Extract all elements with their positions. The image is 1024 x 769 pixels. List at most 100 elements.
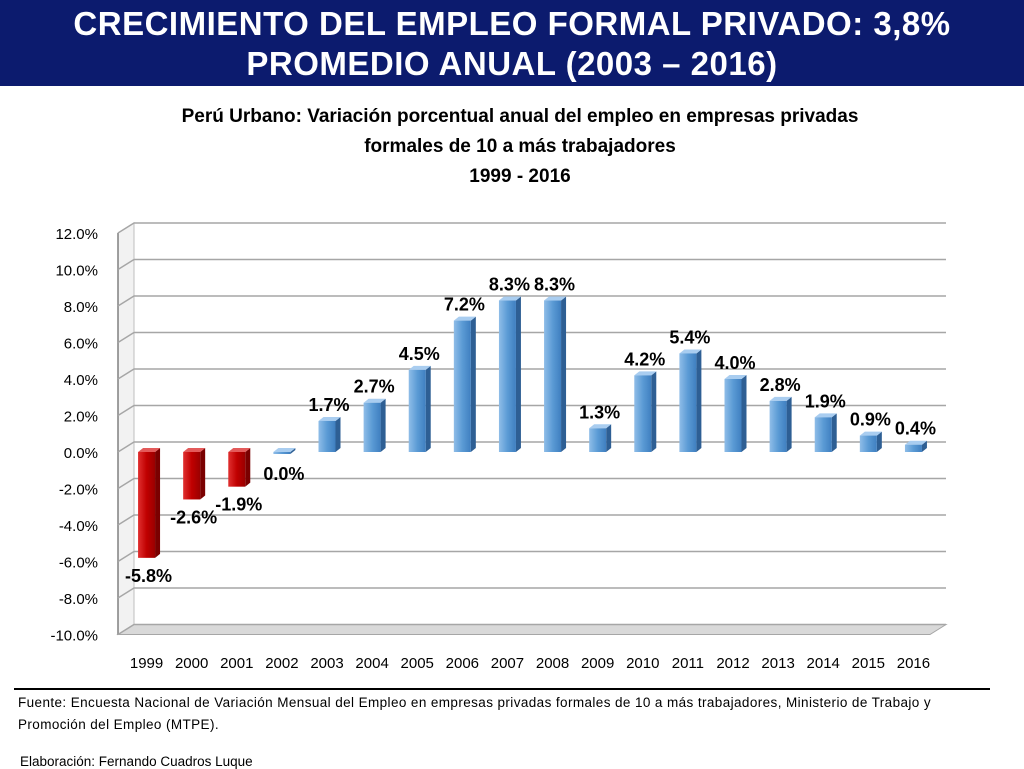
bar-2004	[363, 398, 386, 452]
bar-2003	[318, 416, 341, 452]
gridline	[117, 331, 946, 344]
bar-2007	[498, 296, 521, 452]
bar-2014	[814, 413, 837, 452]
bar-2013	[769, 396, 792, 452]
bar-top	[814, 413, 837, 418]
bar-front	[724, 379, 742, 452]
bar-front	[228, 452, 246, 487]
data-label-2008: 8.3%	[534, 275, 575, 295]
data-label-2009: 1.3%	[579, 402, 620, 422]
credit-note: Elaboración: Fernando Cuadros Luque	[20, 754, 253, 769]
bar-top	[589, 424, 612, 429]
bar-top	[904, 440, 927, 445]
bar-side	[561, 296, 567, 452]
x-tick-label-2009: 2009	[581, 655, 614, 672]
bar-top	[183, 448, 206, 452]
bar-side	[200, 448, 206, 500]
bar-front	[544, 300, 562, 452]
data-label-2015: 0.9%	[850, 410, 891, 430]
bar-front	[859, 435, 877, 452]
bar-top	[859, 431, 882, 436]
y-tick-label: -8.0%	[59, 591, 98, 608]
bar-top	[408, 365, 431, 370]
chart-title-line-3: 1999 - 2016	[469, 166, 570, 187]
slide-title-line-1: CRECIMIENTO DEL EMPLEO FORMAL PRIVADO: 3…	[73, 5, 951, 42]
x-tick-label-2010: 2010	[626, 655, 659, 672]
slide-title-line-2: PROMEDIO ANUAL (2003 – 2016)	[246, 45, 778, 82]
gridline	[117, 477, 946, 490]
bar-front	[273, 452, 291, 454]
bar-side	[470, 316, 476, 452]
y-tick-label: 2.0%	[64, 409, 98, 426]
bar-2009	[589, 424, 612, 452]
chart-floor	[116, 624, 948, 635]
bar-top	[544, 296, 567, 301]
slide-title-banner: CRECIMIENTO DEL EMPLEO FORMAL PRIVADO: 3…	[0, 0, 1024, 86]
data-label-2002: 0.0%	[263, 464, 304, 484]
bar-1999	[138, 448, 161, 558]
bar-2005	[408, 365, 431, 452]
y-tick-label: -4.0%	[59, 518, 98, 535]
bar-front	[363, 402, 381, 452]
gridline	[117, 587, 946, 599]
data-label-2004: 2.7%	[354, 377, 395, 397]
chart-title-line-2: formales de 10 a más trabajadores	[364, 136, 676, 157]
bar-front	[408, 369, 426, 452]
gridline	[117, 258, 946, 271]
bar-side	[786, 396, 792, 452]
y-tick-label: 12.0%	[55, 226, 98, 243]
x-tick-label-2003: 2003	[310, 655, 343, 672]
data-label-2011: 5.4%	[669, 327, 710, 347]
x-tick-label-2012: 2012	[716, 655, 749, 672]
x-tick-label-2008: 2008	[536, 655, 569, 672]
x-tick-label-2001: 2001	[220, 655, 253, 672]
bar-side	[380, 398, 386, 452]
x-tick-label-2007: 2007	[491, 655, 524, 672]
bar-front	[453, 320, 471, 452]
x-tick-label-2015: 2015	[852, 655, 885, 672]
bar-2011	[679, 349, 702, 452]
bar-side	[876, 431, 882, 452]
bar-top	[769, 396, 792, 401]
data-label-2010: 4.2%	[624, 349, 665, 369]
bar-side	[290, 448, 296, 454]
y-tick-label: 6.0%	[64, 336, 98, 353]
bar-side	[741, 375, 747, 452]
bar-front	[138, 452, 156, 558]
y-tick-label: -6.0%	[59, 555, 98, 572]
data-label-2001: -1.9%	[215, 495, 262, 515]
data-label-2000: -2.6%	[170, 507, 217, 527]
bar-top	[724, 375, 747, 379]
bar-front	[498, 300, 516, 452]
data-label-2003: 1.7%	[308, 395, 349, 415]
data-label-2012: 4.0%	[714, 353, 755, 373]
data-label-1999: -5.8%	[125, 566, 172, 586]
data-label-2005: 4.5%	[399, 344, 440, 364]
y-tick-label: 10.0%	[55, 263, 98, 280]
bar-top	[273, 448, 296, 452]
y-tick-label: -2.0%	[59, 482, 98, 499]
bar-side	[921, 440, 927, 452]
bar-top	[498, 296, 521, 301]
bar-2002	[273, 448, 296, 454]
x-tick-label-2011: 2011	[672, 655, 704, 672]
bar-top	[363, 398, 386, 403]
bar-side	[245, 448, 251, 487]
x-tick-label-2005: 2005	[401, 655, 434, 672]
bar-top	[228, 448, 251, 452]
x-tick-label-2006: 2006	[446, 655, 479, 672]
x-tick-label-2004: 2004	[355, 655, 388, 672]
bar-side	[335, 416, 341, 452]
bar-side	[651, 371, 657, 452]
source-note: Fuente: Encuesta Nacional de Variación M…	[18, 695, 932, 732]
bar-2012	[724, 375, 747, 452]
data-label-2013: 2.8%	[760, 375, 801, 395]
bar-side	[606, 424, 612, 452]
bar-2008	[544, 296, 567, 452]
y-tick-label: -10.0%	[50, 628, 98, 645]
bar-top	[318, 416, 341, 421]
gridline	[117, 623, 946, 636]
footer-divider	[14, 688, 990, 690]
gridline	[117, 441, 946, 453]
y-tick-label: 0.0%	[64, 445, 98, 462]
